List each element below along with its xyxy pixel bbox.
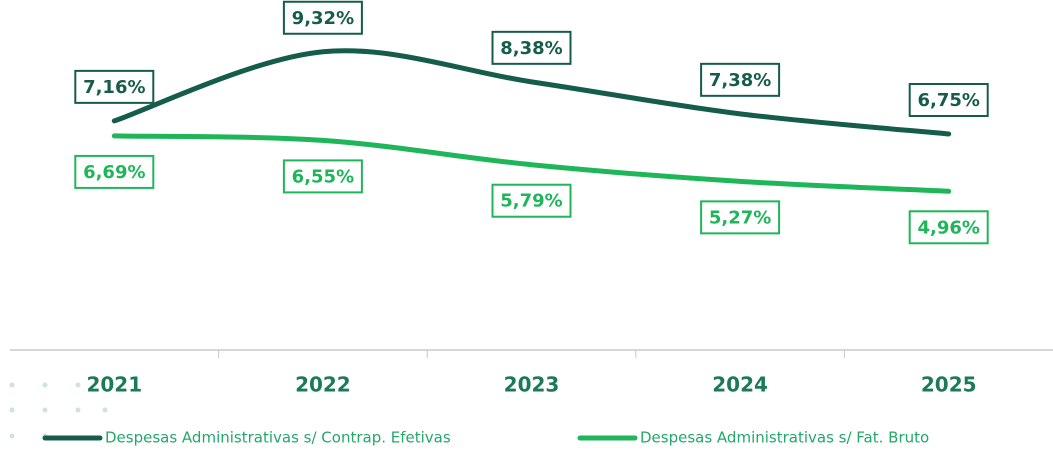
value-label-box [908, 210, 989, 245]
value-label: 6,55% [282, 159, 363, 194]
value-label: 5,79% [491, 183, 572, 218]
value-label-box [908, 83, 989, 117]
value-label-box [491, 30, 572, 65]
value-label: 4,96% [908, 210, 989, 245]
series-line [111, 48, 952, 137]
value-label-box [282, 0, 363, 35]
value-label-box [74, 154, 155, 189]
value-label-text: 4,96% [917, 217, 979, 238]
value-label-text: 6,75% [917, 90, 979, 111]
x-tick-label: 2022 [295, 373, 351, 397]
value-label-box [700, 200, 781, 235]
value-label-text: 7,16% [83, 77, 145, 98]
x-tick-label: 2025 [921, 373, 977, 397]
value-label-text: 8,38% [500, 38, 562, 59]
value-label-text: 9,32% [292, 8, 354, 29]
decor-dots [9, 382, 108, 439]
value-label-text: 7,38% [709, 70, 771, 91]
x-tick-label: 2021 [86, 373, 142, 397]
value-label: 6,75% [908, 83, 989, 117]
value-label: 5,27% [700, 200, 781, 235]
legend-label: Despesas Administrativas s/ Fat. Bruto [640, 429, 929, 447]
value-label-box [282, 159, 363, 194]
value-label-text: 6,69% [83, 162, 145, 183]
value-label-text: 5,79% [500, 191, 562, 212]
value-label-text: 6,55% [292, 166, 354, 187]
legend-label: Despesas Administrativas s/ Contrap. Efe… [105, 429, 451, 447]
value-label-box [74, 69, 155, 104]
value-label-box [491, 183, 572, 218]
value-label: 8,38% [491, 30, 572, 65]
x-tick-label: 2023 [504, 373, 560, 397]
value-label: 7,16% [74, 69, 155, 104]
value-label: 6,69% [74, 154, 155, 189]
value-label-box [700, 62, 781, 97]
value-label-text: 5,27% [709, 207, 771, 228]
x-tick-label: 2024 [712, 373, 768, 397]
value-label: 7,38% [700, 62, 781, 97]
series-line [111, 133, 952, 194]
value-label: 9,32% [282, 0, 363, 35]
